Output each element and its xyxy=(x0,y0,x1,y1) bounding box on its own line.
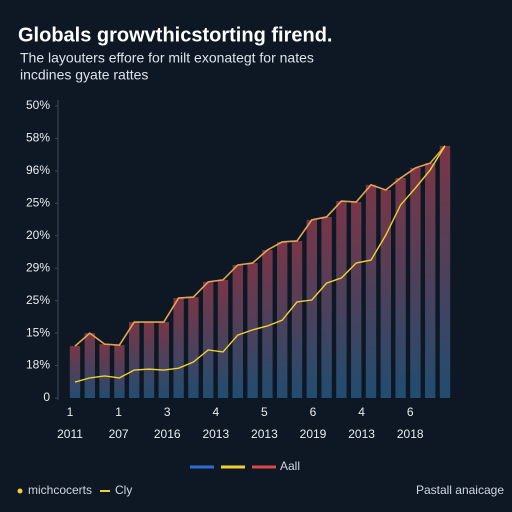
x-tick-number: 1 xyxy=(67,405,74,419)
series-line xyxy=(74,145,446,347)
bar xyxy=(425,163,436,398)
bar xyxy=(291,240,303,398)
x-tick-label: 2013 xyxy=(202,427,229,441)
x-tick-label: 2019 xyxy=(300,427,327,441)
bar xyxy=(410,167,421,398)
bar xyxy=(351,202,362,398)
x-tick-number: 4 xyxy=(212,405,219,419)
bar xyxy=(365,184,377,398)
x-tick-number: 4 xyxy=(358,405,365,419)
y-tick-label: 29% xyxy=(26,260,50,274)
y-tick-label: 58% xyxy=(26,131,50,145)
bar xyxy=(158,322,169,398)
bar xyxy=(84,333,95,398)
y-tick-label: 20% xyxy=(26,228,50,242)
bar xyxy=(188,297,199,398)
subtitle: incdines gyate rattes xyxy=(20,67,148,83)
bar xyxy=(336,201,347,398)
y-tick-label: 50% xyxy=(26,98,50,112)
x-tick-label: 2016 xyxy=(154,427,181,441)
y-tick-label: 15% xyxy=(26,325,50,339)
bar xyxy=(217,279,229,398)
bar xyxy=(395,178,406,398)
bar xyxy=(99,344,110,398)
footer-dot xyxy=(17,488,23,494)
bar xyxy=(321,216,332,398)
y-tick-label: 0 xyxy=(43,390,50,404)
y-tick-label: 25% xyxy=(26,196,50,210)
series-line xyxy=(74,145,446,383)
x-tick-label: 2013 xyxy=(251,427,278,441)
x-tick-number: 6 xyxy=(310,405,317,419)
bar xyxy=(232,264,243,398)
x-tick-number: 6 xyxy=(407,405,414,419)
y-tick-label: 18% xyxy=(26,358,50,372)
bar xyxy=(306,219,317,398)
bar xyxy=(203,281,214,398)
bar xyxy=(439,145,451,398)
bar xyxy=(129,322,140,398)
footer-left: michcocerts xyxy=(28,483,92,497)
subtitle: The layouters effore for milt exonategt … xyxy=(20,50,314,66)
bar xyxy=(69,346,81,398)
chart-title: Globals growvthicstorting firend. xyxy=(18,24,332,46)
x-tick-label: 2013 xyxy=(348,427,375,441)
y-tick-label: 96% xyxy=(26,163,50,177)
legend-label: Aall xyxy=(280,459,300,473)
bar xyxy=(143,322,155,398)
x-tick-number: 5 xyxy=(261,405,268,419)
bar xyxy=(173,298,184,398)
bar xyxy=(114,345,125,398)
x-tick-label: 207 xyxy=(109,427,129,441)
bar xyxy=(380,190,391,398)
x-tick-number: 1 xyxy=(115,405,122,419)
bar xyxy=(262,250,273,398)
legend-label: Cly xyxy=(115,483,132,497)
x-tick-number: 3 xyxy=(164,405,171,419)
x-tick-label: 2018 xyxy=(397,427,424,441)
y-tick-label: 25% xyxy=(26,293,50,307)
x-tick-label: 2011 xyxy=(57,427,83,441)
footer-right: Pastall anaicage xyxy=(416,483,504,497)
